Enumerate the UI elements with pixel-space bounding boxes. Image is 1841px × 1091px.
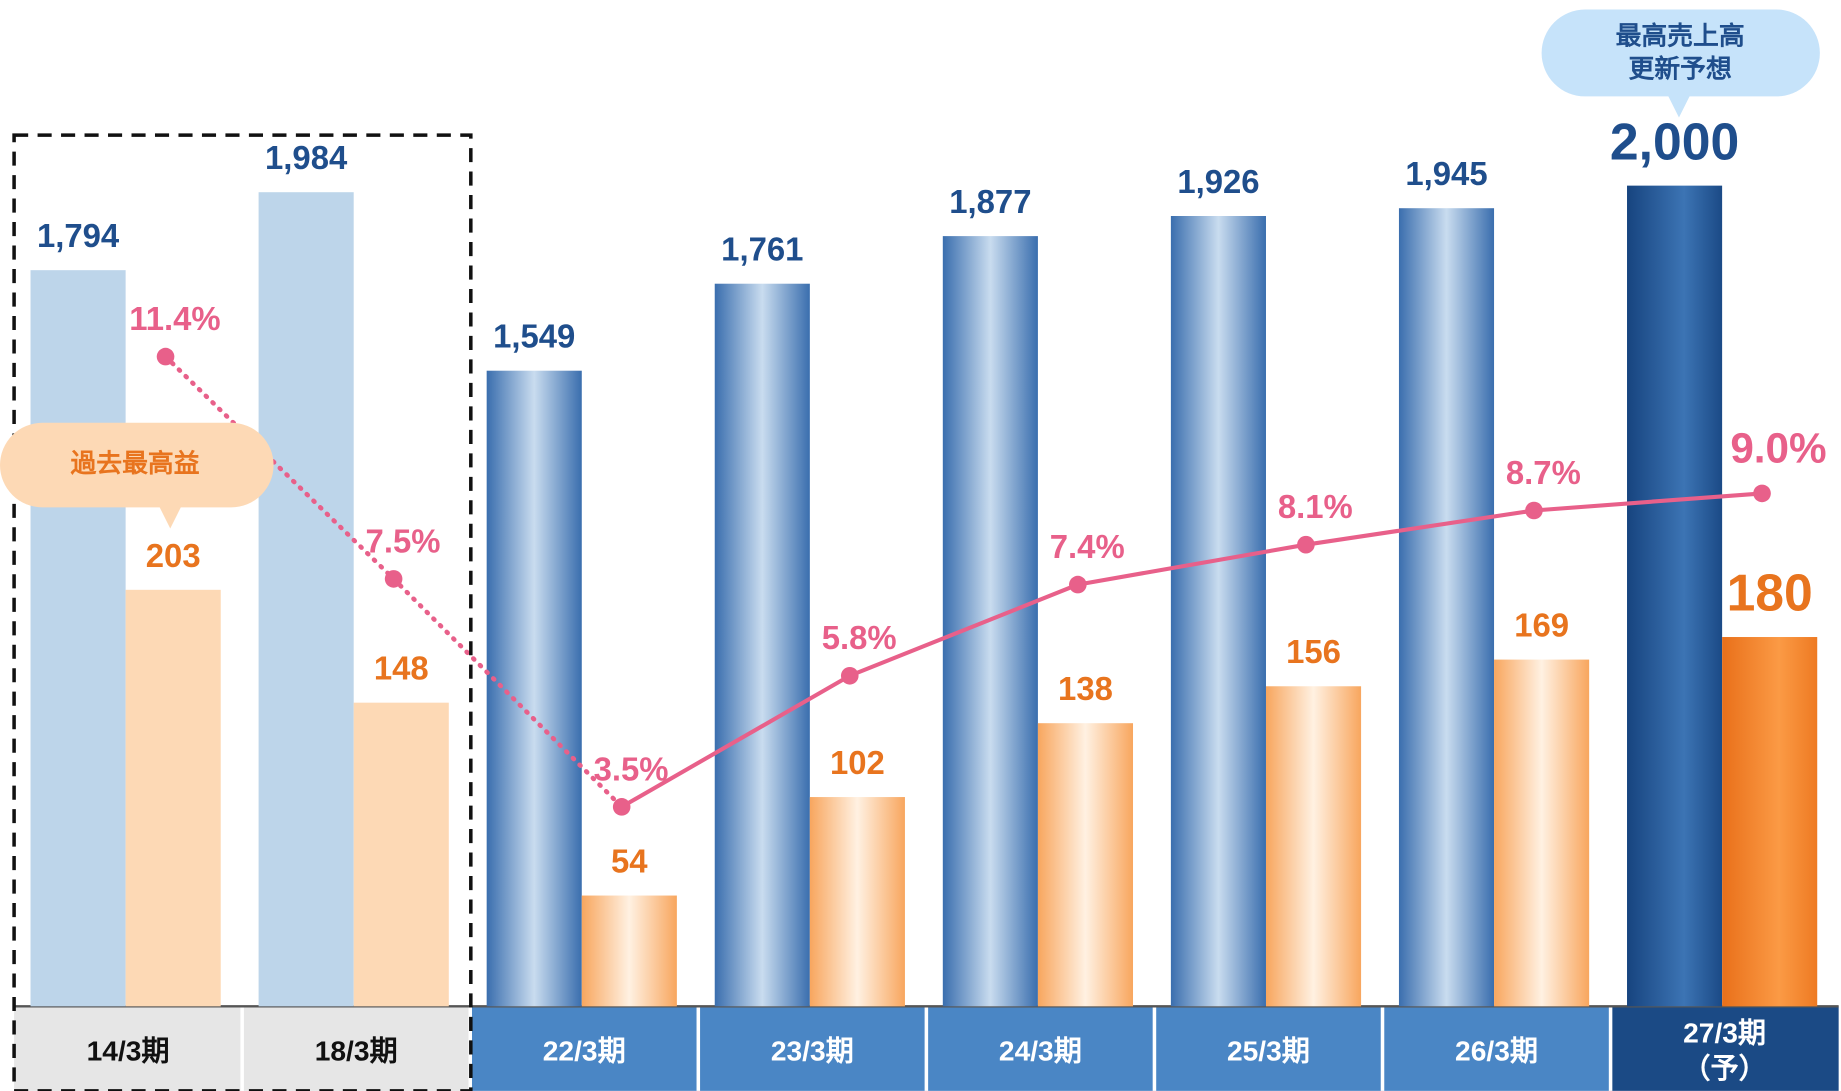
- data-label: 54: [611, 843, 648, 880]
- bar: [30, 270, 126, 1007]
- category-cell: [470, 1006, 699, 1091]
- x-tick-label: 24/3期: [999, 1035, 1082, 1067]
- line-point: [612, 798, 631, 816]
- data-label: 2,000: [1610, 112, 1739, 170]
- data-label: 102: [830, 744, 885, 781]
- line-point: [1525, 501, 1543, 520]
- line-segment: [163, 354, 396, 582]
- bar: [1398, 208, 1495, 1007]
- data-label: 8.7%: [1506, 454, 1581, 491]
- data-label: 1,549: [493, 318, 575, 355]
- callout-bubble: [1541, 9, 1820, 97]
- x-tick-label: 25/3期: [1227, 1035, 1310, 1067]
- x-tick-label: 18/3期: [315, 1035, 398, 1067]
- callout-pointer: [1667, 94, 1691, 118]
- bar: [353, 702, 449, 1007]
- data-label: 11.4%: [129, 300, 220, 337]
- bar: [581, 895, 677, 1007]
- line-segment: [1075, 542, 1308, 587]
- data-label: 8.1%: [1278, 488, 1353, 525]
- bar: [1037, 723, 1134, 1007]
- bar: [1494, 659, 1590, 1007]
- x-tick-label: 22/3期: [543, 1035, 626, 1067]
- callout-text: 過去最高益: [70, 448, 199, 478]
- data-label: 203: [146, 537, 201, 574]
- category-cell: [1610, 1006, 1839, 1091]
- bar: [1265, 686, 1362, 1007]
- x-tick-label: 27/3期（予）: [1682, 1017, 1766, 1084]
- category-cell: [926, 1006, 1155, 1091]
- category-cell: [14, 1006, 243, 1091]
- data-label: 7.5%: [366, 522, 441, 559]
- data-label: 156: [1286, 633, 1341, 670]
- bar: [809, 797, 905, 1007]
- data-label: 1,877: [949, 183, 1031, 220]
- line-segment: [391, 576, 625, 810]
- line-point: [1297, 535, 1315, 554]
- bar: [1722, 637, 1818, 1007]
- data-label: 5.8%: [822, 619, 897, 656]
- bar: [258, 192, 354, 1007]
- x-tick-label: 14/3期: [87, 1035, 170, 1067]
- callout-text: 最高売上高: [1616, 21, 1745, 51]
- data-label: 1,984: [265, 139, 348, 176]
- marks: 1,794 1,984 1,549 1,761 1,877 1,926 1,945 2,000…: [30, 112, 1827, 1007]
- line-segment: [1531, 491, 1765, 513]
- data-label: 1,945: [1405, 155, 1487, 192]
- data-label: 1,761: [721, 231, 803, 268]
- bar: [1627, 185, 1723, 1007]
- callout-pointer: [158, 504, 182, 529]
- line-point: [1753, 484, 1771, 503]
- data-label: 9.0%: [1730, 424, 1826, 471]
- record-sales-callout: 最高売上高 更新予想: [1541, 9, 1820, 118]
- data-label: 1,926: [1177, 163, 1259, 200]
- x-tick-label: 26/3期: [1455, 1035, 1538, 1067]
- line-point: [840, 666, 859, 685]
- callout-text: 更新予想: [1628, 53, 1731, 83]
- data-label: 138: [1058, 670, 1113, 707]
- data-label: 7.4%: [1050, 528, 1125, 565]
- line-point: [156, 347, 175, 366]
- line-segment: [1303, 508, 1537, 547]
- line-segment: [619, 673, 852, 809]
- callout-bubble: [0, 422, 274, 508]
- bar: [1170, 216, 1266, 1007]
- category-cell: [242, 1006, 471, 1091]
- data-label: 180: [1727, 564, 1813, 622]
- data-label: 148: [374, 650, 429, 687]
- bar: [125, 589, 221, 1007]
- data-label: 169: [1514, 607, 1569, 644]
- data-label: 3.5%: [594, 750, 669, 787]
- line-point: [384, 570, 403, 588]
- data-label: 1,794: [37, 217, 120, 254]
- bar: [486, 370, 582, 1007]
- category-cell: [1382, 1006, 1611, 1091]
- line-segment: [847, 582, 1080, 678]
- x-tick-label: 23/3期: [771, 1035, 854, 1067]
- category-cell: [1154, 1006, 1383, 1091]
- record-profit-callout: 過去最高益: [0, 422, 274, 529]
- bar: [714, 283, 810, 1007]
- line-point: [1069, 575, 1087, 594]
- background: 14/3期 18/3期 22/3期 23/3期 24/3期 25/3期 26/3期 27/3期…: [14, 1005, 1839, 1091]
- category-cell: [698, 1006, 927, 1091]
